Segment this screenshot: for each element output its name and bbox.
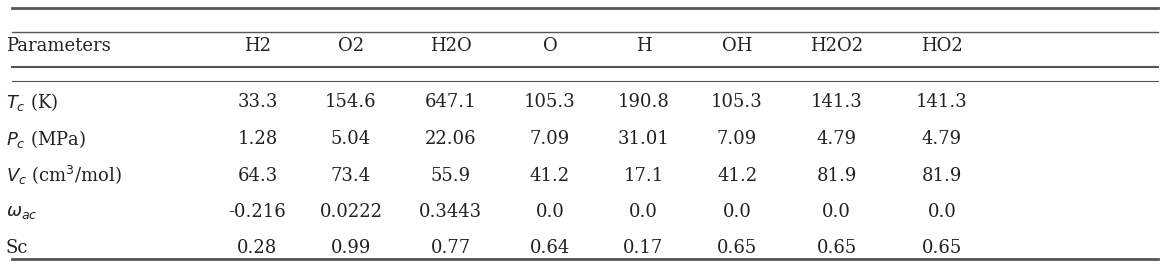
Text: 7.09: 7.09 — [530, 130, 570, 148]
Text: 105.3: 105.3 — [524, 93, 576, 111]
Text: 5.04: 5.04 — [331, 130, 371, 148]
Text: 0.65: 0.65 — [717, 239, 757, 257]
Text: 41.2: 41.2 — [717, 167, 757, 185]
Text: 647.1: 647.1 — [425, 93, 476, 111]
Text: 7.09: 7.09 — [717, 130, 757, 148]
Text: 33.3: 33.3 — [238, 93, 277, 111]
Text: 22.06: 22.06 — [425, 130, 476, 148]
Text: 0.0: 0.0 — [536, 203, 564, 221]
Text: HO2: HO2 — [921, 37, 963, 55]
Text: 55.9: 55.9 — [431, 167, 470, 185]
Text: 4.79: 4.79 — [922, 130, 962, 148]
Text: 81.9: 81.9 — [922, 167, 962, 185]
Text: 0.77: 0.77 — [431, 239, 470, 257]
Text: -0.216: -0.216 — [228, 203, 287, 221]
Text: Parameters: Parameters — [6, 37, 111, 55]
Text: H2: H2 — [243, 37, 271, 55]
Text: $T_c$ (K): $T_c$ (K) — [6, 91, 59, 113]
Text: H: H — [635, 37, 652, 55]
Text: 141.3: 141.3 — [916, 93, 968, 111]
Text: 17.1: 17.1 — [624, 167, 663, 185]
Text: 141.3: 141.3 — [811, 93, 862, 111]
Text: 154.6: 154.6 — [325, 93, 377, 111]
Text: 81.9: 81.9 — [817, 167, 856, 185]
Text: 0.28: 0.28 — [238, 239, 277, 257]
Text: 0.0: 0.0 — [823, 203, 851, 221]
Text: 73.4: 73.4 — [331, 167, 371, 185]
Text: H2O2: H2O2 — [810, 37, 863, 55]
Text: 0.3443: 0.3443 — [419, 203, 482, 221]
Text: O2: O2 — [338, 37, 364, 55]
Text: $P_c$ (MPa): $P_c$ (MPa) — [6, 128, 85, 150]
Text: 0.0222: 0.0222 — [319, 203, 383, 221]
Text: O: O — [543, 37, 557, 55]
Text: 1.28: 1.28 — [238, 130, 277, 148]
Text: OH: OH — [722, 37, 752, 55]
Text: 41.2: 41.2 — [530, 167, 570, 185]
Text: 64.3: 64.3 — [238, 167, 277, 185]
Text: 0.0: 0.0 — [723, 203, 751, 221]
Text: 0.65: 0.65 — [922, 239, 962, 257]
Text: 0.64: 0.64 — [530, 239, 570, 257]
Text: $V_c$ (cm$^3$/mol): $V_c$ (cm$^3$/mol) — [6, 164, 122, 187]
Text: Sc: Sc — [6, 239, 28, 257]
Text: 0.0: 0.0 — [928, 203, 956, 221]
Text: H2O: H2O — [429, 37, 472, 55]
Text: 0.65: 0.65 — [817, 239, 856, 257]
Text: 190.8: 190.8 — [618, 93, 669, 111]
Text: 0.99: 0.99 — [331, 239, 371, 257]
Text: 4.79: 4.79 — [817, 130, 856, 148]
Text: 105.3: 105.3 — [711, 93, 763, 111]
Text: 31.01: 31.01 — [618, 130, 669, 148]
Text: 0.17: 0.17 — [624, 239, 663, 257]
Text: 0.0: 0.0 — [629, 203, 658, 221]
Text: $\omega_{ac}$: $\omega_{ac}$ — [6, 203, 37, 221]
